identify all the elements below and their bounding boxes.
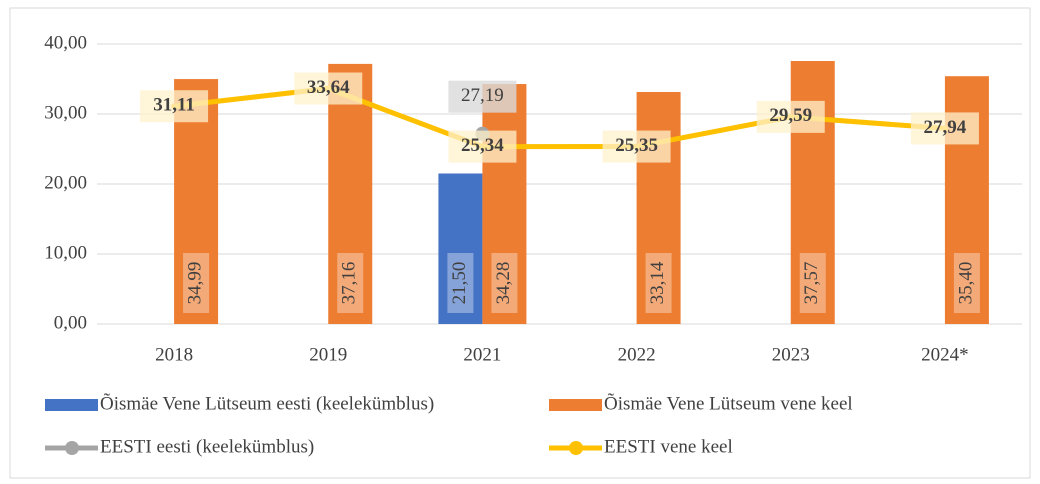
x-tick-label: 2022 <box>618 344 656 365</box>
legend-swatch <box>569 441 583 455</box>
legend-swatch <box>45 399 98 411</box>
data-label-box <box>183 253 210 313</box>
data-label: 27,94 <box>924 117 967 138</box>
data-label-box <box>756 100 825 133</box>
data-label: 37,57 <box>801 262 822 305</box>
data-label-box <box>602 130 671 163</box>
data-label-box <box>447 253 474 313</box>
x-tick-label: 2019 <box>309 344 347 365</box>
x-tick-label: 2024* <box>921 344 969 365</box>
data-label: 34,99 <box>184 262 205 305</box>
y-tick-label: 40,00 <box>44 32 87 53</box>
x-tick-label: 2023 <box>772 344 810 365</box>
data-label: 37,16 <box>339 262 360 305</box>
y-tick-label: 30,00 <box>44 102 87 123</box>
y-tick-label: 20,00 <box>44 172 87 193</box>
data-label: 33,14 <box>647 261 668 304</box>
data-label-box <box>910 112 979 145</box>
y-tick-label: 10,00 <box>44 242 87 263</box>
data-label: 21,50 <box>449 262 470 305</box>
data-label-box <box>799 253 826 313</box>
legend-label: EESTI eesti (keelekümblus) <box>100 436 314 457</box>
legend-label: Õismäe Vene Lütseum vene keel <box>604 392 853 414</box>
data-label: 33,64 <box>307 77 350 98</box>
legend-label: Õismäe Vene Lütseum eesti (keelekümblus) <box>100 392 434 414</box>
data-label: 29,59 <box>769 105 812 126</box>
data-label-box <box>448 130 517 163</box>
legend-swatch <box>65 441 79 455</box>
legend-swatch <box>549 399 602 411</box>
bar <box>482 84 527 324</box>
data-label: 27,19 <box>461 85 504 106</box>
data-label-box <box>953 253 980 313</box>
bar <box>438 173 483 324</box>
data-label-box <box>337 253 364 313</box>
data-label: 34,28 <box>493 262 514 305</box>
bar <box>328 63 373 324</box>
legend-label: EESTI vene keel <box>604 436 733 457</box>
data-label: 25,34 <box>461 135 504 156</box>
data-label-box <box>294 72 363 105</box>
data-label: 35,40 <box>955 262 976 305</box>
x-tick-label: 2021 <box>463 344 501 365</box>
data-label: 31,11 <box>153 95 195 116</box>
data-label-box <box>491 253 518 313</box>
x-tick-label: 2018 <box>155 344 193 365</box>
y-tick-label: 0,00 <box>54 312 87 333</box>
data-label-box <box>448 80 517 113</box>
data-label-box <box>140 90 209 123</box>
data-label: 25,35 <box>615 135 658 156</box>
data-label-box <box>645 253 672 313</box>
